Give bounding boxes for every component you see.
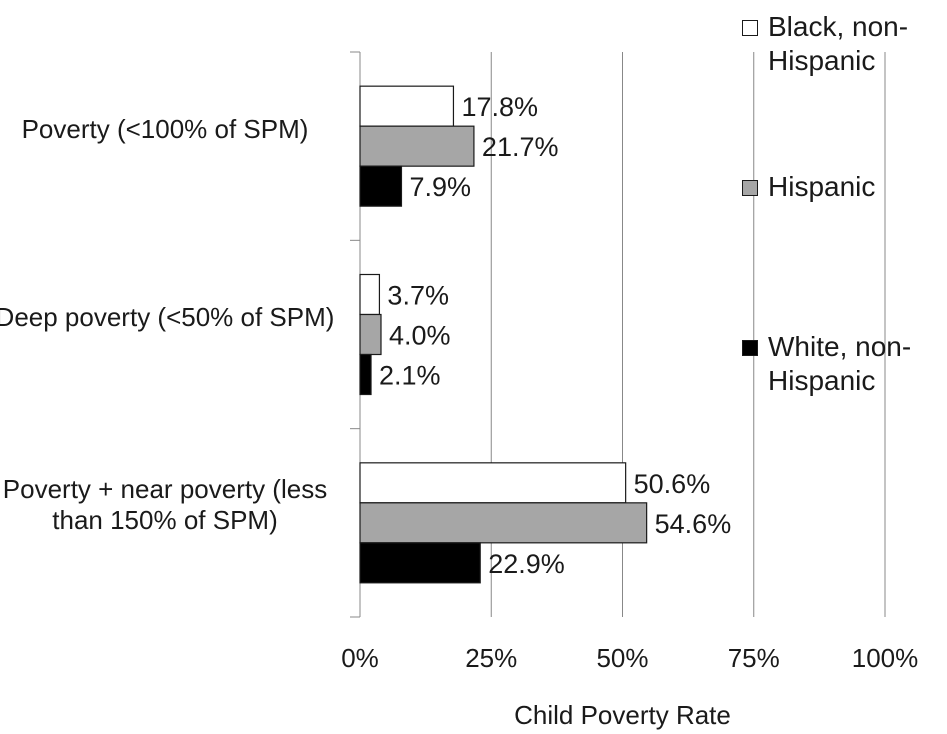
x-tick-label: 50% — [596, 643, 648, 673]
legend-swatch-hispanic — [742, 180, 758, 196]
data-label: 3.7% — [387, 281, 449, 311]
legend-label-black: Black, non-Hispanic — [768, 11, 909, 76]
legend-label-white: White, non-Hispanic — [768, 331, 912, 396]
x-tick-label: 0% — [341, 643, 379, 673]
data-label: 54.6% — [655, 509, 732, 539]
category-label-deep-poverty: Deep poverty (<50% of SPM) — [0, 302, 335, 332]
bar — [359, 125, 475, 167]
x-axis-title: Child Poverty Rate — [514, 700, 731, 730]
bar — [359, 542, 481, 584]
legend-item-hispanic: Hispanic — [742, 170, 947, 204]
bar — [359, 273, 381, 316]
category-label-poverty: Poverty (<100% of SPM) — [21, 114, 309, 144]
bar — [359, 313, 382, 356]
data-label: 17.8% — [461, 92, 538, 122]
category-label-near-poverty: Poverty + near poverty (less than 150% o… — [2, 474, 328, 535]
data-label: 2.1% — [379, 361, 441, 391]
legend-swatch-white — [742, 340, 758, 356]
data-label: 7.9% — [409, 172, 471, 202]
legend-label-hispanic: Hispanic — [768, 171, 876, 202]
data-label: 22.9% — [488, 549, 565, 579]
data-label: 50.6% — [634, 469, 711, 499]
bar — [359, 165, 403, 207]
legend-swatch-black — [742, 20, 758, 36]
data-label: 21.7% — [482, 132, 559, 162]
data-label: 4.0% — [389, 321, 451, 351]
x-tick-label: 25% — [465, 643, 517, 673]
legend-item-black: Black, non-Hispanic — [742, 10, 947, 78]
bar — [359, 353, 372, 396]
bar — [359, 85, 455, 127]
bar — [359, 502, 648, 544]
legend-item-white: White, non-Hispanic — [742, 330, 947, 398]
x-tick-label: 75% — [728, 643, 780, 673]
bar — [359, 462, 627, 504]
x-tick-label: 100% — [852, 643, 919, 673]
